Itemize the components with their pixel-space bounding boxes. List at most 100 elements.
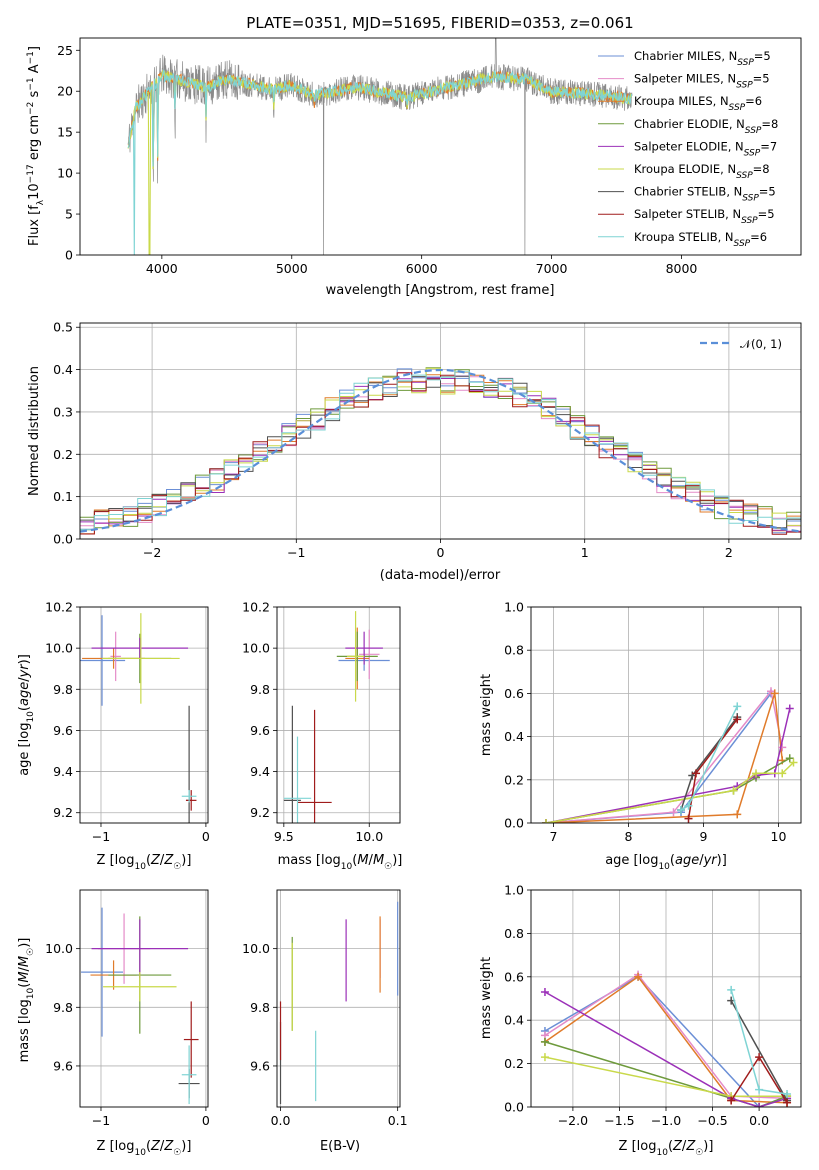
- mass-weight-marker: [684, 814, 693, 823]
- plot-mass-vs-EBV: [279, 901, 399, 1105]
- mass-weight-line: [545, 689, 784, 823]
- y-tick-label: 10.0: [242, 641, 270, 656]
- mass-weight-marker: [540, 1053, 549, 1062]
- x-axis-label: age [log10(age/yr)]: [605, 853, 727, 872]
- y-tick-label: 1.0: [504, 600, 524, 615]
- plot-massweight-vs-age: [542, 687, 798, 823]
- mass-weight-marker: [733, 702, 742, 711]
- plot-age-vs-mass: [283, 611, 390, 823]
- frame-mass-vs-Z: [79, 889, 209, 1108]
- mass-weight-marker: [684, 801, 693, 810]
- x-axis-label: (data-model)/error: [380, 568, 501, 583]
- mass-weight-marker: [789, 758, 798, 767]
- residual-histogram: [80, 367, 801, 537]
- mass-weight-marker: [755, 1103, 764, 1107]
- mass-weight-marker: [785, 704, 794, 713]
- residual-histogram: [80, 375, 801, 532]
- axes-residuals: [80, 323, 801, 540]
- mass-weight-marker: [677, 806, 685, 815]
- x-tick-label: 4000: [146, 261, 178, 276]
- mass-weight-marker: [542, 819, 550, 823]
- y-tick-label: 9.8: [53, 682, 73, 697]
- plot-spectrum: [127, 38, 633, 255]
- x-tick-label: −1.5: [604, 1113, 634, 1128]
- frame-age-vs-Z: [79, 606, 209, 824]
- mass-weight-line: [545, 708, 791, 823]
- mass-weight-line: [545, 693, 784, 823]
- y-tick-label: 0.8: [504, 926, 524, 941]
- y-tick-label: 10.0: [45, 941, 73, 956]
- mass-weight-line: [544, 975, 788, 1104]
- y-axis-label: mass [log10(M/M☉)]: [17, 938, 36, 1063]
- mass-weight-marker: [755, 1085, 764, 1094]
- x-axis-label: Z [log10(Z/Z☉)]: [97, 853, 192, 872]
- mass-weight-marker: [783, 1098, 792, 1107]
- y-tick-label: 9.2: [250, 805, 270, 820]
- frame-mass-vs-EBV: [276, 889, 401, 1108]
- mass-weight-marker: [692, 769, 700, 778]
- y-tick-label: 10.2: [242, 600, 270, 615]
- y-tick-label: 0.6: [504, 969, 524, 984]
- x-tick-label: −1.0: [651, 1113, 681, 1128]
- y-tick-label: 0.2: [53, 447, 73, 462]
- y-tick-label: 0.0: [504, 816, 524, 831]
- legend-entry: Kroupa STELIB, NSSP=6: [634, 230, 767, 249]
- legend-entry: Salpeter STELIB, NSSP=5: [634, 207, 775, 226]
- x-tick-label: −1: [92, 1113, 110, 1128]
- x-tick-label: 6000: [406, 261, 438, 276]
- mass-weight-marker: [778, 769, 787, 778]
- x-tick-label: −0.5: [697, 1113, 727, 1128]
- mass-weight-marker: [540, 1037, 549, 1046]
- x-tick-label: 0: [202, 1113, 210, 1128]
- mass-weight-marker: [540, 987, 549, 996]
- mass-weight-line: [544, 991, 788, 1107]
- mass-weight-marker: [752, 769, 760, 778]
- y-tick-label: 0.4: [53, 362, 73, 377]
- y-tick-label: 0.2: [504, 1056, 524, 1071]
- chart-title: PLATE=0351, MJD=51695, FIBERID=0353, z=0…: [246, 14, 633, 32]
- y-tick-label: 9.6: [250, 1058, 270, 1073]
- frame-massweight-vs-age: [530, 606, 802, 824]
- legend-entry: Kroupa ELODIE, NSSP=8: [634, 162, 770, 181]
- y-tick-label: 0.5: [53, 320, 73, 335]
- residual-histogram: [80, 372, 801, 527]
- y-tick-label: 0.8: [504, 643, 524, 658]
- legend-entry: Chabrier MILES, NSSP=5: [634, 49, 771, 68]
- x-tick-label: −1: [92, 829, 110, 844]
- x-tick-label: 8: [625, 829, 633, 844]
- mass-weight-marker: [733, 715, 742, 724]
- x-tick-label: 0.0: [271, 1113, 291, 1128]
- mass-weight-marker: [770, 689, 779, 698]
- axes-massweight-vs-Z: [531, 889, 801, 1108]
- axes-massweight-vs-age: [531, 606, 801, 824]
- x-axis-label: mass [log10(M/M☉)]: [278, 853, 403, 872]
- y-tick-label: 1.0: [504, 883, 524, 898]
- y-tick-label: 0.1: [53, 489, 73, 504]
- x-tick-label: 8000: [666, 261, 698, 276]
- y-tick-label: 10: [57, 166, 73, 181]
- y-tick-label: 10.0: [242, 941, 270, 956]
- y-axis-label: age [log10(age/yr)]: [17, 654, 36, 776]
- legend-entry: Chabrier ELODIE, NSSP=8: [634, 117, 778, 136]
- mass-weight-marker: [755, 1053, 764, 1062]
- y-tick-label: 0: [65, 248, 73, 263]
- y-tick-label: 9.6: [53, 723, 73, 738]
- x-tick-label: 10.0: [355, 829, 383, 844]
- y-tick-label: 9.6: [250, 723, 270, 738]
- mass-weight-marker: [634, 972, 643, 981]
- x-tick-label: −1: [287, 545, 305, 560]
- mass-weight-line: [544, 973, 788, 1100]
- plot-massweight-vs-Z: [540, 970, 792, 1107]
- x-axis-label: Z [log10(Z/Z☉)]: [619, 1139, 714, 1158]
- y-tick-label: 0.0: [504, 1100, 524, 1115]
- y-tick-label: 9.8: [53, 1000, 73, 1015]
- residual-histogram: [80, 372, 801, 535]
- y-tick-label: 9.4: [250, 764, 270, 779]
- x-axis-label: wavelength [Angstrom, rest frame]: [326, 283, 555, 298]
- y-tick-label: 0.6: [504, 686, 524, 701]
- x-tick-label: 7000: [536, 261, 568, 276]
- residual-histogram: [80, 371, 801, 531]
- x-tick-label: 7: [550, 829, 558, 844]
- mass-weight-marker: [785, 754, 794, 763]
